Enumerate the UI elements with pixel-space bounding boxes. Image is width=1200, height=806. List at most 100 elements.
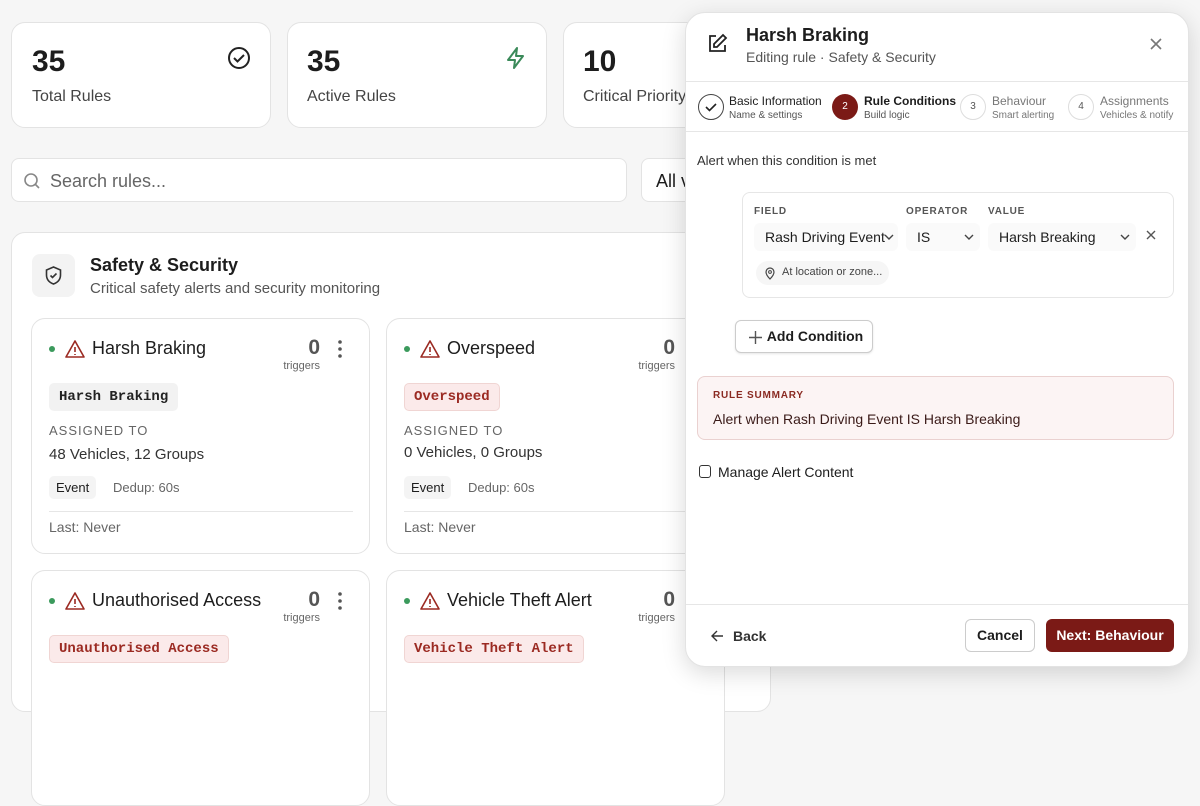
rule-tag: Harsh Braking <box>49 383 179 411</box>
manage-label: Manage Alert Content <box>718 464 854 480</box>
trigger-count: 0 <box>663 588 675 611</box>
value-value: Harsh Breaking <box>999 229 1096 245</box>
summary-text: Alert when Rash Driving Event IS Harsh B… <box>713 411 1021 427</box>
search-placeholder: Search rules... <box>50 171 167 191</box>
rule-card[interactable]: Harsh Braking 0 triggers Harsh Braking ASSIG… <box>31 318 370 554</box>
step-number[interactable]: 3 <box>960 94 986 120</box>
menu-button[interactable] <box>337 339 343 359</box>
operator-value: IS <box>917 229 931 245</box>
operator-select[interactable]: IS <box>906 223 980 251</box>
warning-icon <box>65 591 85 611</box>
condition-prompt: Alert when this condition is met <box>697 153 877 168</box>
rule-tag: Vehicle Theft Alert <box>404 635 584 663</box>
value-label: VALUE <box>988 206 1026 217</box>
footer-divider <box>686 604 1188 605</box>
step-subtitle: Name & settings <box>729 110 803 121</box>
step-number[interactable]: 4 <box>1068 94 1094 120</box>
trigger-label: triggers <box>638 612 675 624</box>
dedup: Dedup: 60s <box>113 480 180 495</box>
page: 35 Total Rules 35 Active Rules 10 Critic… <box>11 12 1189 806</box>
edit-icon <box>709 33 728 52</box>
last-triggered: Last: Never <box>404 519 476 535</box>
chevron <box>1120 234 1130 240</box>
summary-box: RULE SUMMARY Alert when Rash Driving Eve… <box>697 376 1174 440</box>
rule-tag: Overspeed <box>404 383 500 411</box>
edit-panel: Harsh Braking Editing rule · Safety & Se… <box>685 12 1189 667</box>
status-dot <box>49 598 55 604</box>
panel-title: Harsh Braking <box>746 25 870 45</box>
cancel-button[interactable]: Cancel <box>965 619 1035 652</box>
shield-box <box>32 254 75 297</box>
step-title: Basic Information <box>729 94 822 108</box>
value-select[interactable]: Harsh Breaking <box>988 223 1136 251</box>
stat-value: 35 <box>32 45 66 78</box>
add-condition-text: Add Condition <box>766 328 864 344</box>
field-value: Rash Driving Event <box>765 229 885 245</box>
next-button[interactable]: Next: Behaviour <box>1046 619 1174 652</box>
trigger-count: 0 <box>663 336 675 359</box>
step-check <box>705 103 717 112</box>
dedup: Dedup: 60s <box>468 480 535 495</box>
search-box[interactable]: Search rules... <box>11 158 627 202</box>
stat-card: 35 Total Rules <box>11 22 271 128</box>
operator-label: OPERATOR <box>906 206 969 217</box>
stat-value: 10 <box>583 45 617 78</box>
menu-button[interactable] <box>337 591 343 611</box>
stat-label: Critical Priority <box>583 88 687 105</box>
location-chip[interactable]: At location or zone... <box>756 261 890 285</box>
rule-card[interactable]: Overspeed 0 triggers Overspeed ASSIGNED TO 0 … <box>386 318 725 554</box>
pin-icon <box>765 267 775 280</box>
type-chip: Event <box>404 476 452 499</box>
assigned-value: 0 Vehicles, 0 Groups <box>404 444 543 461</box>
add-condition-button[interactable]: Add Condition <box>735 320 873 353</box>
bolt-icon <box>507 47 524 69</box>
location-text: At location or zone... <box>782 266 883 278</box>
rule-name: Harsh Braking <box>92 338 207 358</box>
check-icon <box>228 47 250 69</box>
assigned-value: 48 Vehicles, 12 Groups <box>49 446 205 463</box>
step-title: Behaviour <box>992 94 1047 108</box>
panel-subtitle: Editing rule · Safety & Security <box>746 49 936 65</box>
step-title: Assignments <box>1100 94 1169 108</box>
close-icon[interactable] <box>1149 37 1163 51</box>
status-dot <box>49 346 55 352</box>
trigger-count: 0 <box>308 336 320 359</box>
last-triggered: Last: Never <box>49 519 121 535</box>
field-select[interactable]: Rash Driving Event <box>754 223 898 251</box>
section-subtitle: Critical safety alerts and security moni… <box>90 280 381 297</box>
warning-icon <box>65 339 85 359</box>
summary-label: RULE SUMMARY <box>713 390 804 401</box>
rule-name: Vehicle Theft Alert <box>447 590 592 610</box>
checkbox[interactable] <box>699 465 711 478</box>
section-title: Safety & Security <box>90 255 239 275</box>
field-label: FIELD <box>754 206 787 217</box>
chevron <box>884 234 894 240</box>
stepper: Basic Information Name & settings 2 Rule… <box>686 81 1188 132</box>
trigger-label: triggers <box>283 612 320 624</box>
status-dot <box>404 598 410 604</box>
back-button[interactable]: Back <box>733 628 767 644</box>
back-arrow <box>711 630 723 642</box>
step-subtitle: Build logic <box>864 110 910 121</box>
step-subtitle: Smart alerting <box>992 110 1055 121</box>
rule-card[interactable]: Unauthorised Access 0 triggers Unauthorised… <box>31 570 370 806</box>
step-number[interactable]: 2 <box>832 94 858 120</box>
step-circle[interactable] <box>698 94 724 120</box>
rule-card[interactable]: Vehicle Theft Alert 0 triggers Vehicle Thef… <box>386 570 725 806</box>
stat-card: 35 Active Rules <box>287 22 547 128</box>
rule-name: Unauthorised Access <box>92 590 262 610</box>
divider <box>49 511 353 512</box>
stat-value: 35 <box>307 45 341 78</box>
stat-label: Total Rules <box>32 88 112 105</box>
rule-name: Overspeed <box>447 338 536 358</box>
shield-icon <box>45 266 62 285</box>
filter-text: All v <box>656 171 691 191</box>
search-icon <box>24 173 40 189</box>
chevron <box>964 234 974 240</box>
warning-icon <box>420 591 440 611</box>
condition-box: FIELD OPERATOR VALUE Rash Driving Event … <box>742 192 1174 298</box>
trigger-label: triggers <box>638 360 675 372</box>
rule-tag: Unauthorised Access <box>49 635 229 663</box>
remove-icon[interactable] <box>1146 230 1156 240</box>
trigger-count: 0 <box>308 588 320 611</box>
